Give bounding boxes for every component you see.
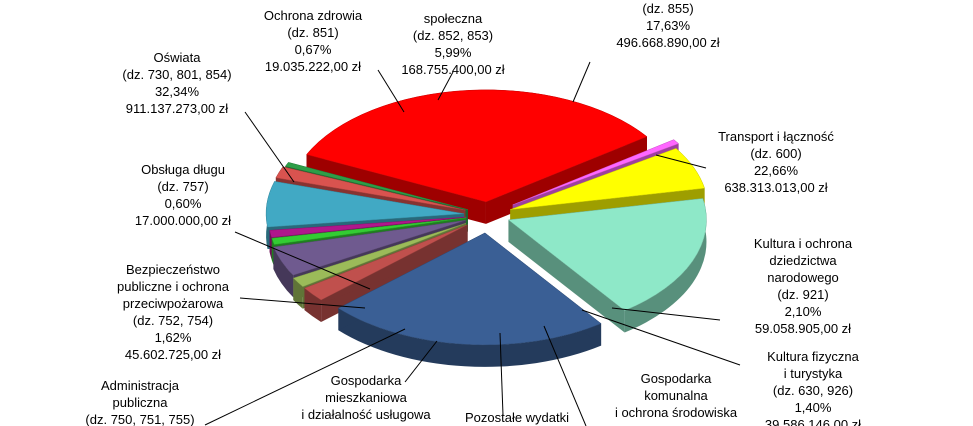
slice-label-line: (dz. 600): [750, 146, 801, 161]
leader-line: [204, 328, 406, 426]
slice-label-line: Kultura fizyczna: [767, 349, 860, 364]
slice-label-line: przeciwpożarowa: [123, 296, 224, 311]
slice-label-line: (dz. 852, 853): [413, 28, 493, 43]
slice-label-line: (dz. 757): [157, 179, 208, 194]
pie-slice-top: [265, 181, 465, 228]
slice-label-line: 17,63%: [646, 18, 691, 33]
pie-slice-top: [269, 216, 467, 238]
slice-label-line: Pozostałe wydatki: [465, 410, 569, 425]
slice-label-line: mieszkaniowa: [325, 390, 407, 405]
pie-slice: [337, 232, 602, 367]
leader-line: [655, 154, 707, 169]
leader-line: [404, 340, 438, 383]
pie-slice-side: [624, 198, 707, 333]
slice-label-line: publiczne i ochrona: [117, 279, 230, 294]
slice-label-line: narodowego: [767, 270, 839, 285]
leader-lines: [204, 61, 741, 426]
slice-label-line: 496.668.890,00 zł: [616, 35, 719, 50]
slice-label-line: 5,99%: [435, 45, 472, 60]
slice-label-line: 0,60%: [165, 196, 202, 211]
pie-slice-top: [510, 148, 705, 210]
pie-slice-top: [337, 232, 602, 346]
slice-label-line: 39.586.146,00 zł: [765, 417, 861, 426]
slice-label-line: Transport i łączność: [718, 129, 834, 144]
pie-slice-top: [292, 223, 467, 287]
slice-label-line: 22,66%: [754, 163, 799, 178]
slice-label-line: Gospodarka: [641, 371, 713, 386]
pie-slice-top: [273, 220, 466, 276]
pie-slice-top: [303, 224, 468, 301]
slice-label: Transport i łączność (dz. 600) 22,66% 638.3…: [718, 129, 834, 195]
slice-label: społeczna (dz. 852, 853) 5,99% 168.755.400,…: [401, 11, 504, 77]
slice-label-line: 19.035.222,00 zł: [265, 59, 361, 74]
leader-line: [437, 71, 454, 101]
slice-label-line: 1,40%: [795, 400, 832, 415]
slice-labels: Oświata (dz. 730, 801, 854) 32,34% 911.137.…: [85, 1, 861, 426]
slice-label-line: (dz. 750, 751, 755): [85, 412, 194, 426]
slice-label-line: (dz. 855): [642, 1, 693, 16]
leader-line: [499, 332, 504, 416]
slice-label: Obsługa długu (dz. 757) 0,60% 17.000.000,00…: [135, 162, 231, 228]
slice-label-line: (dz. 730, 801, 854): [122, 67, 231, 82]
slice-label: Ochrona zdrowia (dz. 851) 0,67% 19.035.222,…: [264, 8, 363, 74]
pie-slice-side: [338, 308, 602, 367]
pie-slice-top: [306, 89, 648, 203]
pie-slice-top: [507, 198, 707, 311]
slice-label-line: Oświata: [154, 50, 202, 65]
slice-label-line: Bezpieczeństwo: [126, 262, 220, 277]
slice-label: Pozostałe wydatki: [465, 410, 569, 425]
slice-label-line: 2,10%: [785, 304, 822, 319]
slice-label: (dz. 855) 17,63% 496.668.890,00 zł: [616, 1, 719, 50]
slice-label: Administracja publiczna (dz. 750, 751, 755…: [85, 378, 194, 426]
slice-label-line: 32,34%: [155, 84, 200, 99]
slice-label-line: (dz. 851): [287, 25, 338, 40]
pie-slice-top: [284, 162, 468, 210]
slice-label-line: Kultura i ochrona: [754, 236, 853, 251]
pie-slice: [303, 224, 468, 323]
slice-label-line: Obsługa długu: [141, 162, 225, 177]
pie-slice-wall: [508, 219, 625, 333]
slice-label: Gospodarka komunalna i ochrona środowiska: [615, 371, 738, 420]
leader-line: [543, 325, 587, 426]
slice-label-line: Gospodarka: [331, 373, 403, 388]
slice-label-line: i ochrona środowiska: [615, 405, 738, 420]
slice-label-line: 17.000.000,00 zł: [135, 213, 231, 228]
slice-label-line: i turystyka: [784, 366, 843, 381]
slice-label-line: 45.602.725,00 zł: [125, 347, 221, 362]
slice-label: Oświata (dz. 730, 801, 854) 32,34% 911.137.…: [122, 50, 231, 116]
slice-label: Kultura i ochrona dziedzictwa narodowego (d…: [754, 236, 853, 336]
slice-label-line: (dz. 630, 926): [773, 383, 853, 398]
slice-label-line: i działalność usługowa: [301, 407, 431, 422]
slice-label-line: 638.313.013,00 zł: [724, 180, 827, 195]
slice-label-line: Ochrona zdrowia: [264, 8, 363, 23]
slice-label-line: społeczna: [424, 11, 483, 26]
slice-label: Bezpieczeństwo publiczne i ochrona przeciw…: [117, 262, 230, 362]
leader-line: [377, 69, 405, 113]
pie-slice: [507, 198, 707, 333]
slice-label-line: (dz. 752, 754): [133, 313, 213, 328]
leader-line: [611, 307, 721, 321]
leader-line: [581, 309, 741, 366]
slice-label-line: 168.755.400,00 zł: [401, 62, 504, 77]
slice-label-line: 911.137.273,00 zł: [126, 101, 229, 116]
slice-label-line: publiczna: [113, 395, 169, 410]
leader-line: [234, 231, 371, 290]
pie-slice-wall: [304, 224, 468, 311]
leader-line: [239, 297, 366, 309]
leader-line: [244, 111, 295, 183]
slice-label: Kultura fizyczna i turystyka (dz. 630, 926…: [765, 349, 861, 426]
slice-label-line: (dz. 921): [777, 287, 828, 302]
slice-label-line: 0,67%: [295, 42, 332, 57]
pie-slice-top: [271, 217, 467, 245]
pie-slices: [265, 89, 707, 367]
slice-label-line: 1,62%: [155, 330, 192, 345]
slice-label-line: dziedzictwa: [769, 253, 837, 268]
pie-slice-top: [512, 139, 680, 206]
leader-line: [572, 61, 591, 103]
slice-label-line: Administracja: [101, 378, 180, 393]
slice-label-line: 59.058.905,00 zł: [755, 321, 851, 336]
slice-label-line: komunalna: [644, 388, 708, 403]
slice-label: Gospodarka mieszkaniowa i działalność usłu…: [301, 373, 431, 422]
